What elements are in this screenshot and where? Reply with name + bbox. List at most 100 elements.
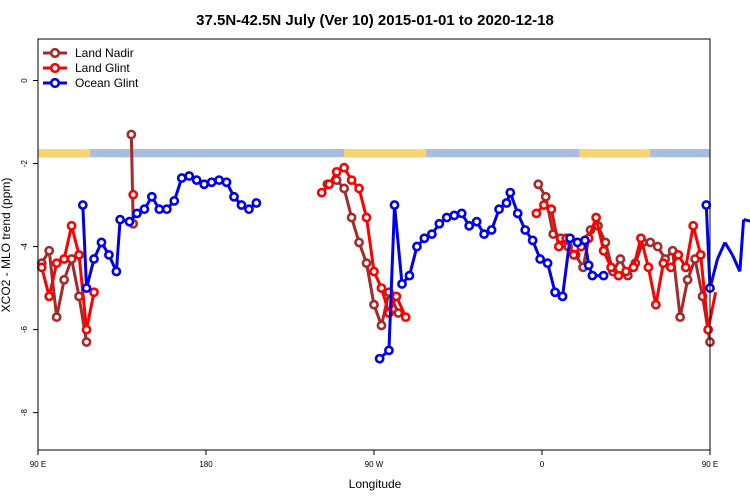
- ocean-glint-point: [132, 208, 142, 219]
- land-glint-point: [74, 249, 84, 260]
- ocean-glint-point: [471, 216, 482, 227]
- land-nadir-point: [376, 320, 387, 331]
- ocean-glint-point: [169, 196, 180, 206]
- land-glint-segment: [40, 266, 51, 297]
- land-glint-point: [59, 254, 70, 264]
- x-tick-label: 90 E: [702, 460, 718, 469]
- ocean-glint-point: [587, 270, 598, 281]
- land-nadir-point: [675, 312, 686, 323]
- ocean-glint-point: [206, 177, 217, 188]
- x-tick-label: 180: [199, 460, 213, 469]
- land-glint-point: [89, 287, 99, 298]
- land-glint-point: [680, 262, 691, 273]
- land-glint-point: [36, 262, 47, 273]
- ocean-glint-point: [598, 270, 609, 281]
- land-glint-point: [354, 183, 364, 194]
- land-nadir-point: [369, 299, 379, 310]
- ocean-glint-point: [565, 233, 575, 244]
- legend-label-ocean-glint: Ocean Glint: [75, 76, 139, 90]
- plot-axes: 90 E 180 90 W 0 90 E 0 -2 -4 -6 -8: [20, 78, 718, 469]
- ocean-glint-point: [701, 200, 712, 210]
- land-nadir-point: [393, 308, 404, 318]
- ocean-glint-point: [96, 237, 107, 248]
- legend-label-land-glint: Land Glint: [75, 61, 130, 75]
- ocean-glint-point: [236, 200, 247, 210]
- land-glint-point: [369, 266, 379, 277]
- land-nadir-point: [645, 237, 656, 248]
- land-glint-point: [591, 212, 602, 223]
- land-nadir-segment: [693, 258, 705, 297]
- land-glint-point: [128, 189, 139, 200]
- land-nadir-point: [652, 241, 663, 252]
- ocean-glint-point: [464, 220, 475, 231]
- land-glint-point: [531, 208, 542, 219]
- ocean-glint-point: [580, 235, 590, 246]
- land-glint-point: [658, 258, 669, 269]
- ocean-glint-segment: [743, 218, 750, 223]
- ocean-glint-point: [229, 191, 239, 202]
- y-axis-label: XCO2 - MLO trend (ppm): [0, 178, 13, 313]
- land-nadir-point: [533, 179, 544, 190]
- land-glint-point: [553, 241, 564, 252]
- land-glint-point: [703, 324, 714, 335]
- ocean-glint-point: [419, 233, 430, 244]
- ocean-glint-point: [397, 279, 407, 289]
- ocean-glint-point: [81, 283, 92, 293]
- ocean-glint-point: [479, 229, 490, 240]
- x-axis-label: Longitude: [349, 477, 402, 491]
- x-tick-label: 90 W: [365, 460, 384, 469]
- ocean-glint-point: [389, 200, 400, 210]
- land-glint-point: [643, 262, 654, 273]
- ocean-glint-point: [501, 198, 512, 208]
- plot-frame: [37, 38, 711, 451]
- ocean-glint-point: [456, 208, 467, 219]
- land-nadir-point: [59, 274, 70, 285]
- legend-label-land-nadir: Land Nadir: [75, 46, 134, 60]
- land-glint-point: [44, 291, 55, 302]
- land-glint-point: [66, 220, 77, 231]
- land-glint-point: [695, 249, 706, 260]
- legend-marker-ocean-glint: [49, 77, 61, 89]
- ocean-glint-segment: [393, 204, 404, 285]
- chart-title: 37.5N-42.5N July (Ver 10) 2015-01-01 to …: [196, 12, 554, 29]
- y-tick-label: -4: [20, 242, 29, 250]
- land-nadir-segment: [365, 262, 376, 305]
- ocean-glint-point: [124, 216, 135, 227]
- land-nadir-point: [81, 337, 92, 347]
- land-glint-segment: [654, 262, 665, 305]
- ocean-glint-segment: [85, 258, 96, 289]
- ocean-glint-segment: [716, 241, 727, 260]
- land-glint-segment: [85, 291, 96, 330]
- land-glint-point: [598, 245, 609, 256]
- ocean-glint-point: [161, 204, 172, 215]
- land-glint-point: [673, 249, 684, 260]
- ocean-glint-segment: [723, 241, 734, 256]
- ocean-glint-point: [374, 353, 385, 364]
- land-glint-point: [650, 299, 661, 310]
- land-nadir-point: [354, 237, 364, 248]
- land-ocean-band: [38, 149, 710, 158]
- legend-marker-land-nadir: [49, 47, 61, 59]
- ocean-glint-point: [214, 175, 224, 186]
- land-glint-segment: [639, 237, 650, 268]
- land-glint-point: [376, 283, 387, 293]
- ocean-glint-point: [154, 204, 165, 215]
- plot-series: [36, 129, 750, 364]
- ocean-glint-point: [426, 229, 437, 240]
- land-glint-point: [568, 249, 579, 260]
- ocean-glint-point: [221, 177, 232, 188]
- land-nadir-segment: [342, 188, 354, 218]
- land-glint-segment: [699, 254, 710, 330]
- y-tick-label: -2: [20, 159, 29, 167]
- ocean-glint-point: [505, 187, 516, 198]
- ocean-glint-point: [583, 260, 594, 271]
- ocean-glint-point: [115, 214, 126, 225]
- land-glint-segment: [357, 188, 368, 218]
- land-glint-segment: [684, 225, 695, 268]
- ocean-glint-point: [199, 179, 210, 190]
- ocean-glint-point: [244, 204, 254, 215]
- land-nadir-segment: [678, 279, 690, 318]
